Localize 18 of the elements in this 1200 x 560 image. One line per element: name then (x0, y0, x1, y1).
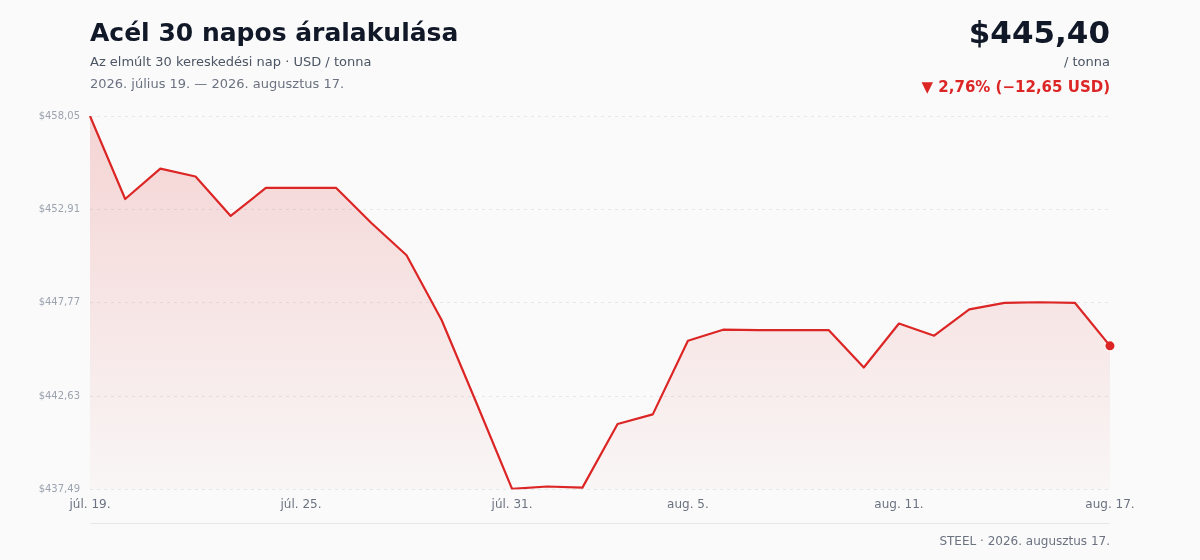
x-tick-label: aug. 17. (1085, 496, 1135, 511)
y-tick-label: $452,91 (38, 202, 80, 214)
text: STEEL · 2026. augusztus 17. (939, 534, 1110, 548)
y-tick-label: $442,63 (38, 389, 80, 401)
chart-title: Acél 30 napos áralakulása (90, 18, 459, 47)
text: ▼ 2,76% (−12,65 USD) (921, 78, 1110, 96)
x-tick-label: júl. 19. (68, 496, 111, 511)
y-tick-label: $447,77 (38, 296, 80, 308)
y-tick-label: $458,05 (38, 109, 80, 121)
text: 2026. július 19. — 2026. augusztus 17. (90, 76, 345, 91)
x-tick-label: júl. 31. (490, 496, 533, 511)
text: $445,40 (968, 14, 1110, 50)
x-tick-label: aug. 11. (874, 496, 924, 511)
x-tick-label: júl. 25. (279, 496, 322, 511)
y-tick-label: $437,49 (38, 483, 80, 495)
text: / tonna (1063, 54, 1110, 69)
chart-subtitle: Az elmúlt 30 kereskedési nap · USD / tonna (90, 54, 372, 69)
x-tick-label: aug. 5. (667, 496, 709, 511)
